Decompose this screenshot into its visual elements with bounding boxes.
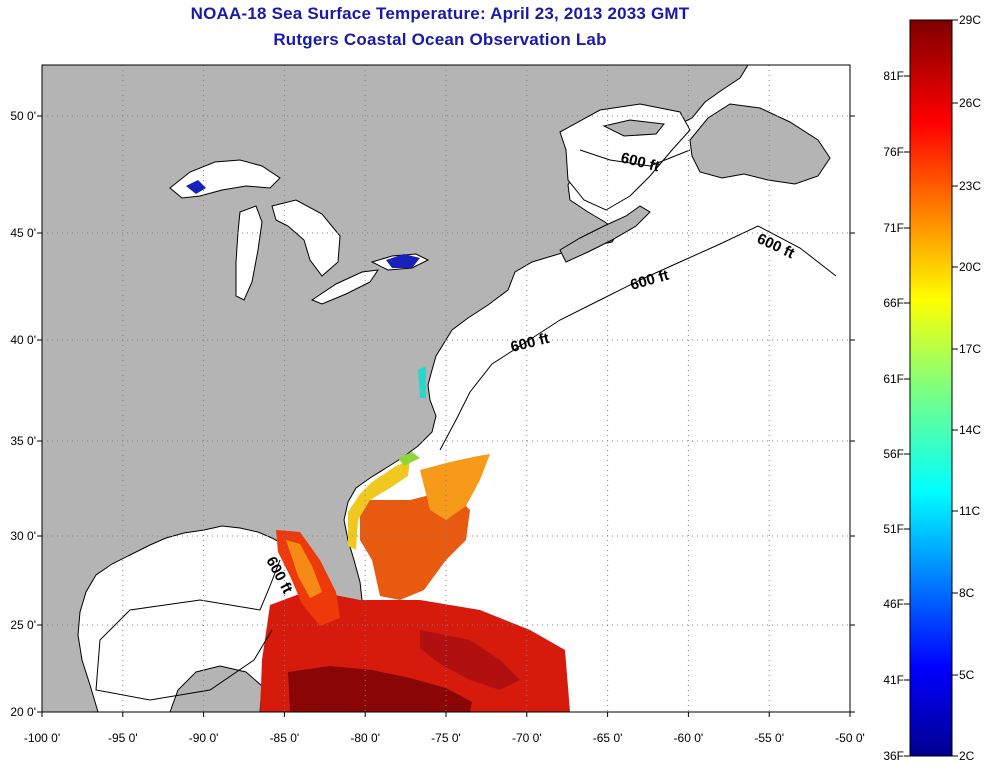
lon-tick-label: -65 0': [593, 731, 623, 745]
lat-tick-label: 30 0': [10, 529, 36, 543]
lon-tick-label: -95 0': [108, 731, 138, 745]
lon-tick-label: -60 0': [674, 731, 704, 745]
colorbar-f-label: 56F: [883, 447, 904, 461]
isobath-600ft: [439, 225, 837, 451]
colorbar-f-label: 41F: [883, 673, 904, 687]
lon-tick-label: -100 0': [24, 731, 60, 745]
lake-ice-blue-1: [186, 180, 206, 194]
lake-huron: [271, 199, 341, 277]
colorbar-c-label: 23C: [959, 179, 981, 193]
colorbar-c-label: 11C: [959, 504, 980, 518]
colorbar-c-label: 17C: [959, 342, 981, 356]
colorbar-c-label: 14C: [959, 423, 981, 437]
lat-tick-label: 45 0': [10, 226, 36, 240]
lake-erie: [310, 269, 380, 305]
colorbar-f-label: 51F: [883, 522, 904, 536]
colorbar-c-label: 5C: [959, 668, 975, 682]
colorbar-f-label: 46F: [883, 597, 904, 611]
lake-michigan: [235, 205, 263, 301]
newfoundland: [689, 103, 831, 185]
lon-tick-label: -55 0': [754, 731, 784, 745]
colorbar-f-label: 81F: [883, 69, 904, 83]
lon-tick-label: -75 0': [431, 731, 461, 745]
map-title: NOAA-18 Sea Surface Temperature: April 2…: [190, 4, 690, 23]
colorbar-f-label: 61F: [883, 372, 904, 386]
colorbar-f-label: 71F: [883, 221, 904, 235]
colorbar-c-label: 20C: [959, 260, 981, 274]
lon-tick-label: -90 0': [189, 731, 219, 745]
colorbar-f-label: 36F: [883, 749, 904, 763]
lon-tick-label: -80 0': [350, 731, 380, 745]
colorbar-ticks: 81F 76F 71F 66F 61F 56F 51F 46F 41F 36F 29C 26C 23C 2…: [883, 13, 981, 763]
isobath-600ft-stlawrence: [579, 149, 691, 167]
colorbar-c-label: 26C: [959, 96, 981, 110]
map-subtitle: Rutgers Coastal Ocean Observation Lab: [273, 30, 607, 49]
lon-tick-label: -70 0': [512, 731, 542, 745]
lat-tick-label: 20 0': [10, 705, 36, 719]
lat-tick-label: 50 0': [10, 109, 36, 123]
lat-tick-label: 25 0': [10, 618, 36, 632]
colorbar-f-label: 66F: [883, 296, 904, 310]
colorbar-c-label: 8C: [959, 586, 975, 600]
lat-tick-label: 35 0': [10, 434, 36, 448]
colorbar-c-label: 2C: [959, 749, 975, 763]
map-axes: -100 0' -95 0' -90 0' -85 0' -80 0' -75 0' -70…: [10, 109, 864, 745]
lon-tick-label: -50 0': [835, 731, 865, 745]
lon-tick-label: -85 0': [270, 731, 300, 745]
lake-ice-blue-2: [386, 254, 420, 268]
nova-scotia: [559, 205, 651, 263]
isobath-600ft-gulf: [95, 559, 281, 701]
lat-tick-label: 40 0': [10, 333, 36, 347]
sst-data-overlay: [260, 366, 570, 712]
anticosti-island: [602, 119, 665, 137]
colorbar-c-label: 29C: [959, 13, 981, 27]
temperature-colorbar: [909, 19, 953, 757]
colorbar-f-label: 76F: [883, 145, 904, 159]
